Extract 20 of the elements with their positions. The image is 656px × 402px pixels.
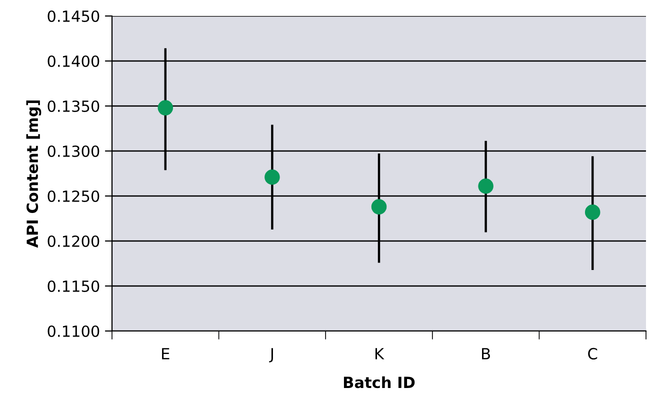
point	[478, 178, 494, 194]
x-tick-label: C	[588, 348, 598, 360]
x-tick-label: J	[269, 348, 273, 362]
x-tick-label: E	[162, 348, 170, 360]
x-axis-title: Batch ID	[344, 376, 415, 388]
point	[158, 100, 174, 116]
y-tick-label: 0.1150	[48, 280, 100, 292]
y-tick-label: 0.1250	[48, 190, 100, 202]
point	[584, 204, 600, 220]
x-tick-label: K	[375, 348, 384, 360]
y-axis-title: API Content [mg]	[26, 100, 42, 248]
y-tick-label: 0.1200	[48, 235, 100, 248]
x-tick-label: B	[482, 348, 490, 360]
y-tick-label: 0.1400	[48, 55, 100, 68]
y-tick-label: 0.1100	[48, 325, 100, 338]
y-tick-label: 0.1300	[48, 145, 100, 158]
point	[264, 169, 280, 185]
y-tick-label: 0.1450	[48, 10, 100, 22]
y-tick-label: 0.1350	[48, 100, 100, 112]
point	[371, 199, 387, 214]
